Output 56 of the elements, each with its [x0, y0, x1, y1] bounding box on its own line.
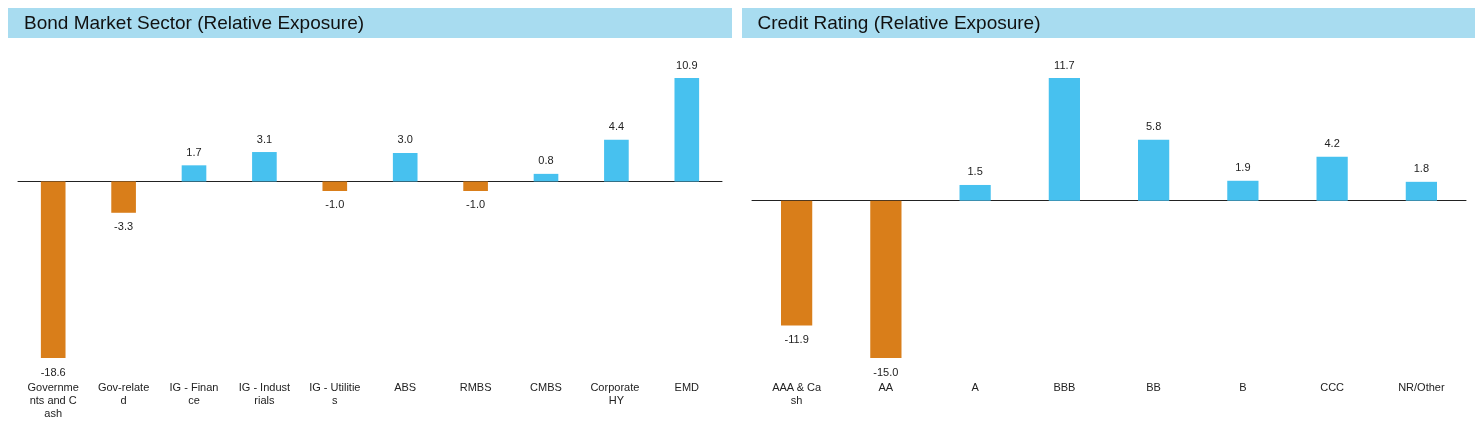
- data-label: -15.0: [872, 365, 898, 378]
- bar: [959, 184, 991, 201]
- bar: [869, 200, 901, 358]
- data-label: 1.5: [966, 165, 983, 178]
- x-tick-label: B: [1238, 380, 1247, 393]
- data-label: 1.9: [1234, 161, 1251, 174]
- x-tick-label: IG - Utilities: [309, 380, 361, 406]
- data-label: 3.0: [397, 133, 413, 146]
- x-tick-label: NR/Other: [1397, 380, 1445, 393]
- bar: [463, 181, 488, 191]
- x-tick-label: A: [970, 380, 979, 393]
- x-tick-label: IG - Finance: [169, 380, 219, 406]
- data-label: 4.4: [608, 120, 625, 133]
- bar: [111, 181, 136, 213]
- bar: [392, 152, 418, 182]
- data-label: 10.9: [676, 58, 698, 71]
- x-tick-label: Gov-related: [97, 380, 150, 406]
- bar: [1316, 156, 1348, 201]
- x-tick-label: EMD: [674, 380, 700, 393]
- chart-title: Credit Rating (Relative Exposure): [741, 8, 1475, 38]
- data-label: -11.9: [783, 332, 809, 345]
- data-label: 1.8: [1413, 162, 1429, 175]
- bar: [604, 139, 629, 182]
- x-tick-label: AAA & Cash: [771, 380, 822, 406]
- chart-title: Bond Market Sector (Relative Exposure): [8, 8, 732, 38]
- bar: [780, 200, 812, 326]
- x-tick-label: Governments and Cash: [27, 380, 79, 419]
- bar: [1226, 180, 1258, 201]
- data-label: -3.3: [114, 220, 134, 233]
- x-tick-label: CMBS: [530, 380, 562, 393]
- x-tick-label: CCC: [1319, 380, 1344, 393]
- bar: [1137, 139, 1169, 201]
- data-label: 1.7: [186, 145, 202, 158]
- x-tick-label: AA: [878, 380, 894, 393]
- bar: [322, 181, 348, 191]
- x-tick-label: BBB: [1052, 380, 1075, 393]
- x-tick-label: RMBS: [459, 380, 492, 393]
- bar: [674, 78, 700, 182]
- bar: [252, 152, 277, 182]
- bar: [1405, 181, 1437, 201]
- x-tick-label: ABS: [394, 380, 417, 393]
- bar: [181, 165, 207, 182]
- x-tick-label: Corporate HY: [590, 380, 643, 406]
- data-label: -1.0: [466, 198, 486, 211]
- data-label: 0.8: [538, 154, 554, 167]
- data-label: 3.1: [256, 132, 273, 145]
- bar: [40, 181, 66, 358]
- bar: [1048, 78, 1080, 201]
- bar: [533, 173, 559, 182]
- data-label: -1.0: [325, 198, 345, 211]
- x-tick-label: BB: [1145, 380, 1161, 393]
- data-label: 4.2: [1323, 137, 1340, 150]
- data-label: 11.7: [1053, 58, 1075, 71]
- data-label: -18.6: [40, 365, 66, 378]
- x-tick-label: IG - Industrials: [238, 380, 291, 406]
- data-label: 5.8: [1145, 120, 1161, 133]
